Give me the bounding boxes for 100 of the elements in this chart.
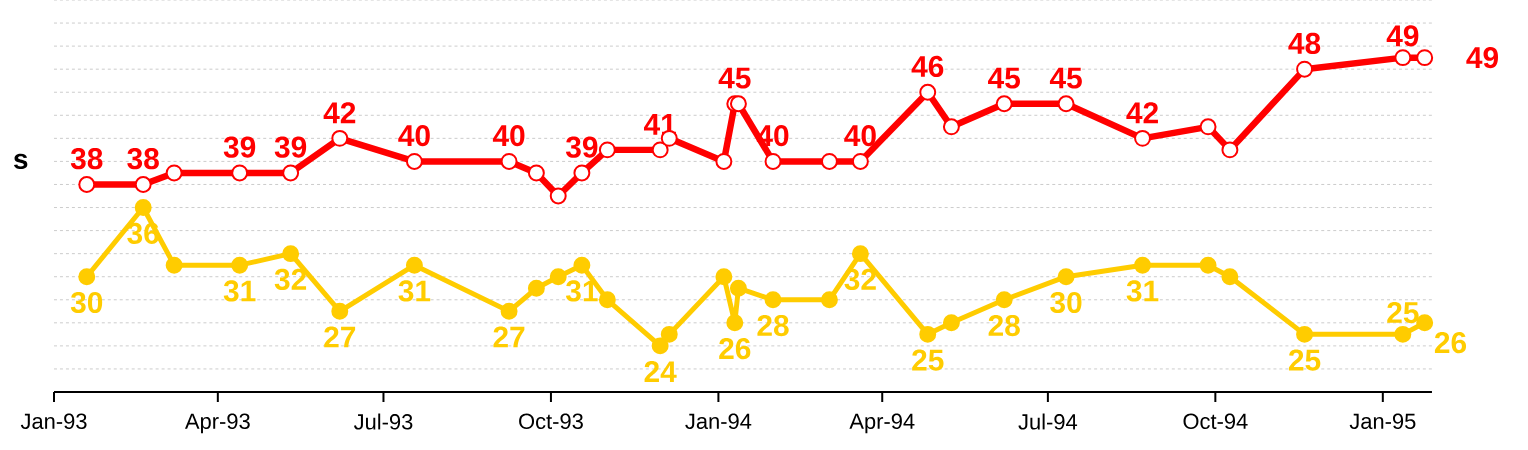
point xyxy=(527,164,545,182)
point xyxy=(764,152,782,170)
data-label: 28 xyxy=(988,314,1020,337)
point xyxy=(660,325,678,343)
data-label: 46 xyxy=(911,55,944,78)
point xyxy=(500,152,518,170)
data-label: 31 xyxy=(565,280,598,302)
point xyxy=(1394,325,1412,343)
data-label: 31 xyxy=(398,280,431,302)
point xyxy=(282,164,300,182)
point xyxy=(1199,118,1217,136)
point xyxy=(1416,49,1434,67)
x-tick-label: Jan-94 xyxy=(685,413,752,430)
x-tick-label: Oct-93 xyxy=(519,413,583,430)
data-label: 39 xyxy=(565,136,598,158)
data-label: 25 xyxy=(912,349,944,371)
point xyxy=(573,256,591,274)
data-label: 40 xyxy=(844,125,876,147)
data-label: 42 xyxy=(323,102,356,124)
data-label: 48 xyxy=(1288,32,1321,54)
point xyxy=(1199,256,1217,274)
point xyxy=(549,268,567,286)
data-label: 39 xyxy=(274,136,307,158)
point xyxy=(331,129,349,147)
point xyxy=(764,291,782,309)
point xyxy=(995,291,1013,309)
data-label: 45 xyxy=(1049,67,1082,89)
point xyxy=(598,141,616,159)
data-label: 26 xyxy=(1434,332,1467,354)
data-label: 39 xyxy=(223,136,256,158)
x-tick-label: Jul-94 xyxy=(1018,413,1078,430)
data-label: 31 xyxy=(1126,280,1159,302)
data-label: 45 xyxy=(718,67,751,89)
point xyxy=(729,279,747,297)
x-tick-label: Jan-95 xyxy=(1349,413,1416,430)
point xyxy=(134,176,152,193)
point xyxy=(726,314,744,332)
data-label: 26 xyxy=(719,338,751,360)
point xyxy=(573,164,591,182)
data-label: 40 xyxy=(398,125,430,147)
data-label: 30 xyxy=(1050,291,1082,314)
point xyxy=(331,302,349,320)
x-tick-label: Jul-93 xyxy=(353,413,413,430)
point xyxy=(231,256,249,274)
data-label: 42 xyxy=(1126,102,1158,124)
data-label: 38 xyxy=(70,148,103,170)
x-tick-label: Oct-94 xyxy=(1183,413,1248,430)
point xyxy=(715,152,733,170)
point xyxy=(165,256,183,274)
y-axis-title: s xyxy=(13,153,28,170)
point xyxy=(1221,268,1239,286)
point xyxy=(651,337,669,355)
point xyxy=(715,268,733,286)
point xyxy=(1296,60,1314,78)
point xyxy=(282,245,300,263)
point xyxy=(78,268,96,286)
point xyxy=(995,95,1013,113)
point xyxy=(942,118,960,136)
data-label: 30 xyxy=(70,291,103,314)
data-label: 45 xyxy=(988,67,1020,89)
point xyxy=(549,187,567,205)
data-label: 28 xyxy=(757,314,789,337)
data-label: 49 xyxy=(1386,25,1419,47)
data-label: 32 xyxy=(274,268,307,291)
data-label: 24 xyxy=(644,361,677,382)
point xyxy=(851,152,869,170)
point xyxy=(919,325,937,343)
point xyxy=(405,152,423,170)
data-label: 27 xyxy=(493,326,525,348)
point xyxy=(851,245,869,263)
data-label: 27 xyxy=(324,326,356,348)
point xyxy=(919,83,937,101)
data-label: 49 xyxy=(1466,47,1499,69)
data-label: 25 xyxy=(1288,349,1321,371)
point xyxy=(231,164,249,182)
point xyxy=(1134,256,1152,274)
x-tick-label: Apr-93 xyxy=(184,413,250,434)
point xyxy=(651,141,669,159)
point xyxy=(405,256,423,274)
point xyxy=(820,152,838,170)
point xyxy=(1221,141,1239,159)
data-label: 38 xyxy=(127,148,159,170)
point xyxy=(165,164,183,182)
point xyxy=(942,314,960,332)
point xyxy=(1394,49,1412,67)
data-label: 25 xyxy=(1387,301,1419,324)
point xyxy=(500,302,518,320)
point xyxy=(1057,95,1075,113)
point xyxy=(527,279,545,297)
point xyxy=(820,291,838,309)
data-label: 40 xyxy=(492,125,525,147)
point xyxy=(1134,129,1152,147)
point xyxy=(1296,325,1314,343)
data-label: 31 xyxy=(223,280,256,302)
point xyxy=(134,199,152,216)
point xyxy=(598,291,616,309)
point xyxy=(78,176,96,193)
point xyxy=(1057,268,1075,286)
x-tick-label: Apr-94 xyxy=(849,413,915,434)
x-tick-label: Jan-93 xyxy=(20,413,87,430)
